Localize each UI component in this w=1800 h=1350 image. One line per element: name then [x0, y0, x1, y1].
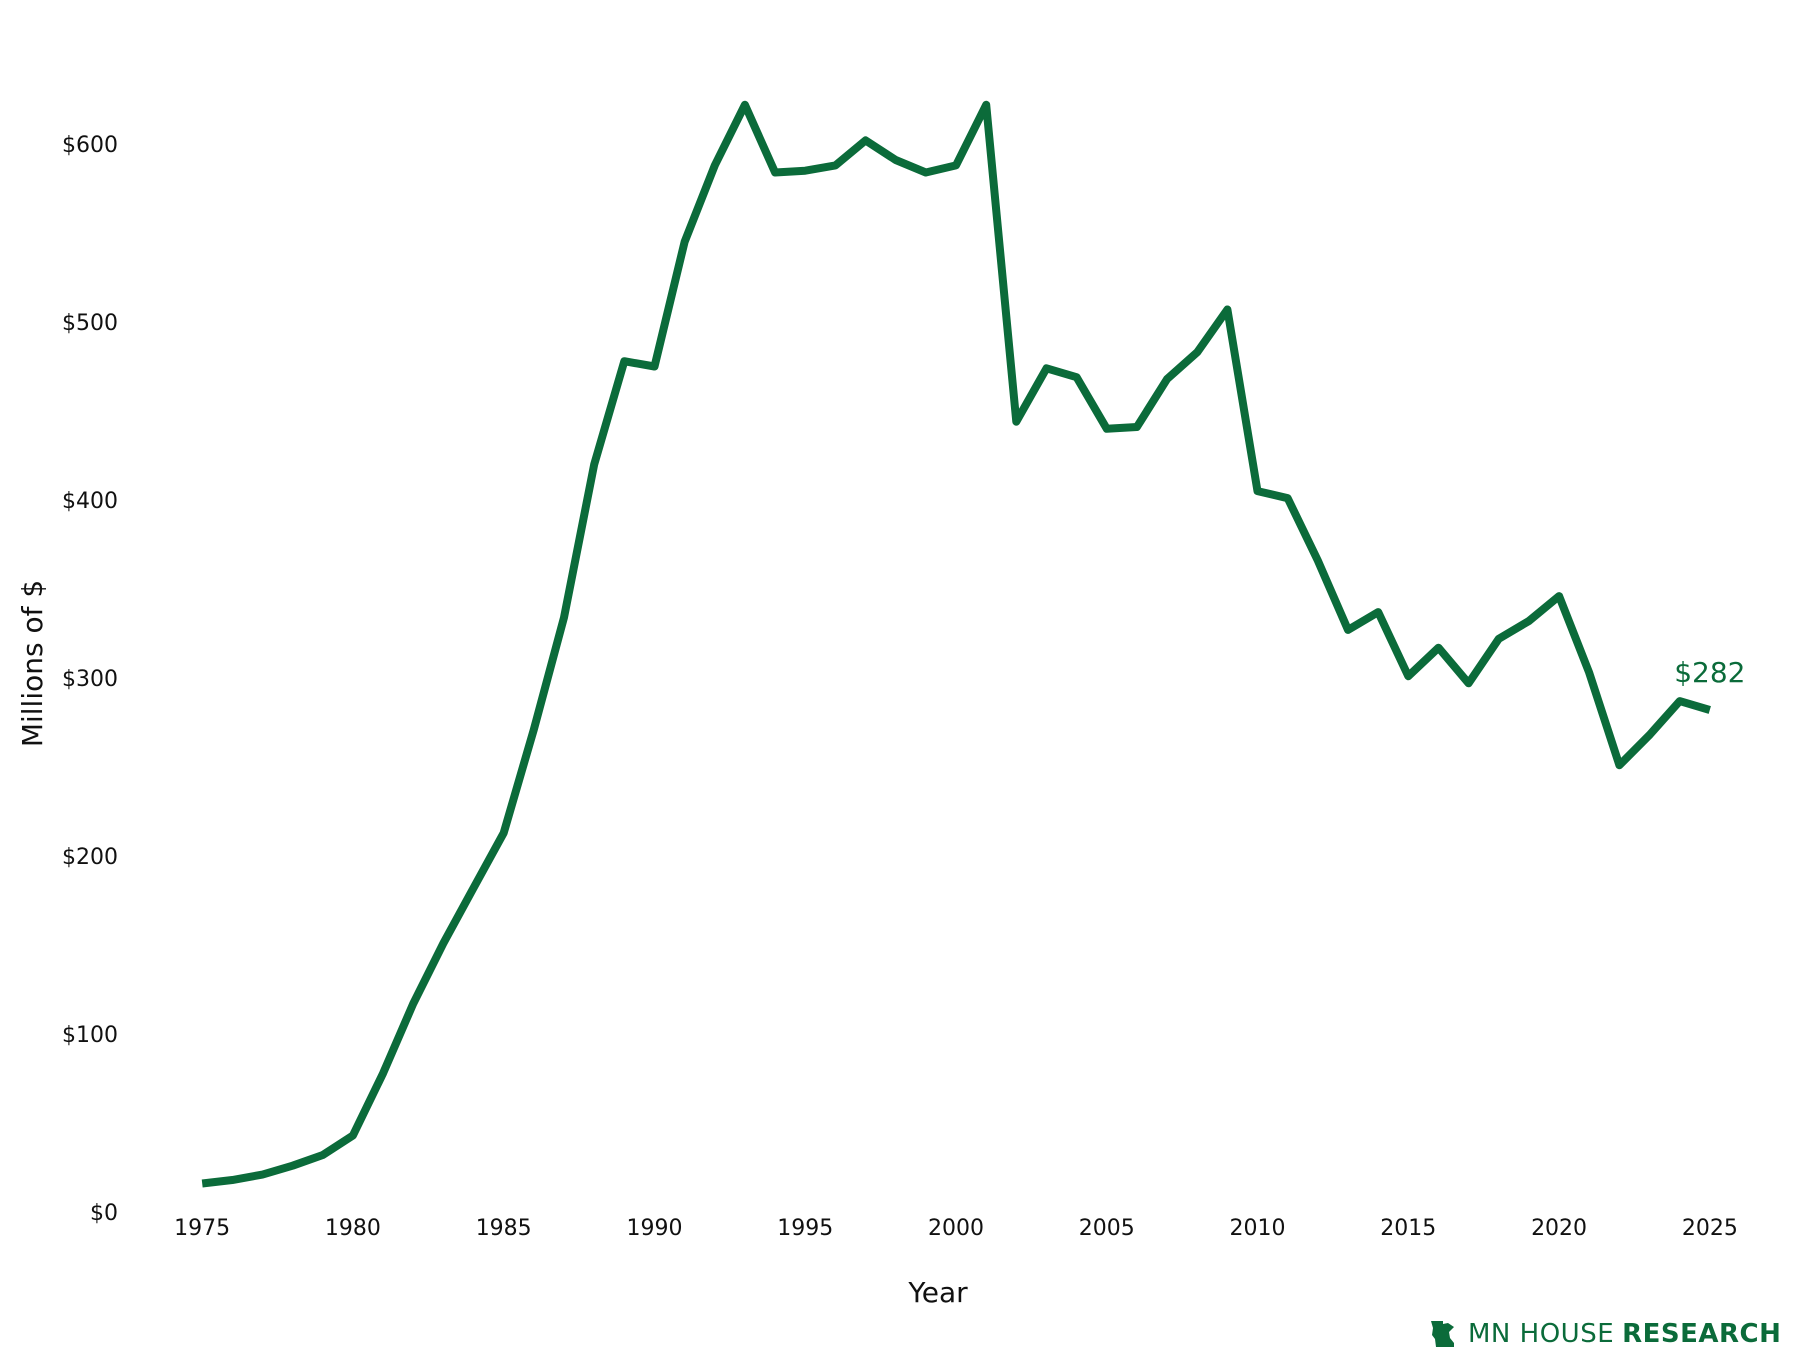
- end-value-label: $282: [1674, 656, 1745, 689]
- y-axis-ticks: $0 $100 $200 $300 $400 $500 $600: [62, 133, 118, 1226]
- minnesota-state-icon: [1431, 1321, 1454, 1347]
- y-tick-label: $400: [62, 489, 118, 514]
- logo-text-light: MN HOUSE: [1468, 1319, 1615, 1349]
- y-tick-label: $100: [62, 1023, 118, 1048]
- x-tick-label: 1985: [476, 1216, 532, 1241]
- x-tick-label: 1980: [325, 1216, 381, 1241]
- x-tick-label: 2010: [1230, 1216, 1286, 1241]
- series-line: [201, 100, 1711, 1188]
- y-axis-title: Millions of $: [16, 580, 49, 747]
- logo-text-bold: RESEARCH: [1622, 1319, 1782, 1349]
- x-axis-title: Year: [907, 1276, 968, 1309]
- y-tick-label: $200: [62, 845, 118, 870]
- x-tick-label: 1990: [626, 1216, 682, 1241]
- x-tick-label: 2005: [1079, 1216, 1135, 1241]
- x-tick-label: 1975: [174, 1216, 230, 1241]
- y-tick-label: $0: [90, 1201, 118, 1226]
- chart: $0$100$200$300$400$500$600 1975 1980 1985 1…: [16, 100, 1745, 1309]
- x-tick-label: 1995: [777, 1216, 833, 1241]
- x-tick-label: 2025: [1682, 1216, 1738, 1241]
- y-tick-label: $300: [62, 667, 118, 692]
- x-tick-label: 2015: [1380, 1216, 1436, 1241]
- x-axis-ticks: 1975 1980 1985 1990 1995 2000 2005 2010 2015 2020…: [174, 1216, 1738, 1241]
- x-tick-label: 2000: [928, 1216, 984, 1241]
- x-tick-label: 2020: [1531, 1216, 1587, 1241]
- mn-house-research-logo: MN HOUSE RESEARCH: [1428, 1318, 1800, 1350]
- y-tick-label: $600: [62, 133, 118, 158]
- y-tick-label: $500: [62, 311, 118, 336]
